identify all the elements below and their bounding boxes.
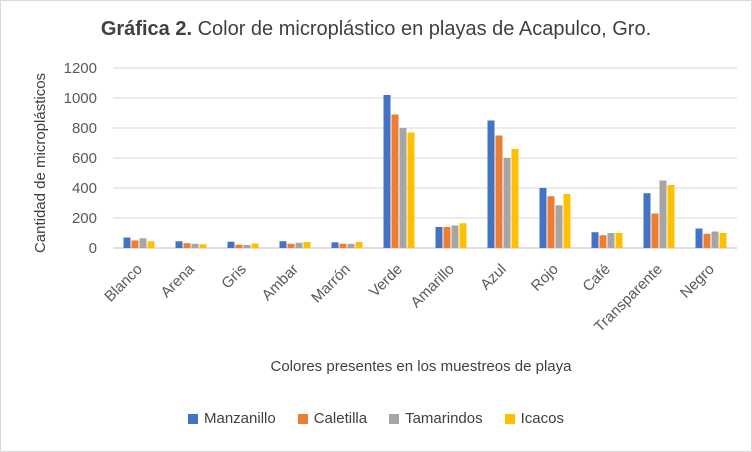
bar-icacos-10 xyxy=(667,185,675,248)
bar-caletilla-1 xyxy=(183,243,191,248)
bar-icacos-8 xyxy=(563,194,571,248)
bar-caletilla-5 xyxy=(391,114,399,248)
y-tick-label: 800 xyxy=(72,120,97,137)
bar-manzanillo-11 xyxy=(695,228,703,248)
x-axis-title: Colores presentes en los muestreos de pl… xyxy=(271,358,573,375)
y-tick-label: 400 xyxy=(72,180,97,197)
bar-tamarindos-4 xyxy=(347,243,355,248)
bar-tamarindos-6 xyxy=(451,225,459,248)
bar-tamarindos-3 xyxy=(295,242,303,248)
bar-manzanillo-5 xyxy=(383,95,391,248)
bar-icacos-0 xyxy=(147,241,155,248)
x-tick-label: Café xyxy=(579,261,613,295)
bar-tamarindos-1 xyxy=(191,243,199,248)
legend-item-tamarindos: Tamarindos xyxy=(389,410,483,427)
x-tick-label: Verde xyxy=(366,261,406,301)
legend-label: Tamarindos xyxy=(405,410,483,427)
x-tick-label: Arena xyxy=(158,260,199,301)
bar-caletilla-2 xyxy=(235,244,243,248)
bar-tamarindos-0 xyxy=(139,238,147,248)
bar-manzanillo-4 xyxy=(331,242,339,248)
chart-title-label: Gráfica 2. xyxy=(100,18,193,40)
bar-tamarindos-8 xyxy=(555,205,563,248)
y-tick-label: 600 xyxy=(72,150,97,167)
bar-manzanillo-0 xyxy=(123,237,131,248)
bar-tamarindos-10 xyxy=(659,180,667,248)
bar-caletilla-0 xyxy=(131,240,139,248)
x-tick-label: Gris xyxy=(218,261,249,292)
y-tick-label: 0 xyxy=(89,240,97,257)
bar-icacos-11 xyxy=(719,233,727,248)
bar-tamarindos-11 xyxy=(711,231,719,248)
bar-manzanillo-1 xyxy=(175,241,183,248)
legend-label: Icacos xyxy=(520,410,564,427)
bar-caletilla-3 xyxy=(287,243,295,248)
bar-caletilla-11 xyxy=(703,233,711,248)
bar-tamarindos-2 xyxy=(243,245,251,248)
bar-manzanillo-3 xyxy=(279,241,287,248)
x-axis-ticks: Blanco Arena Gris Ambar Marrón Verde Amarillo A… xyxy=(101,260,717,335)
bar-caletilla-6 xyxy=(443,227,451,248)
bar-icacos-7 xyxy=(511,149,519,248)
legend-label: Caletilla xyxy=(313,410,368,427)
gridlines xyxy=(113,67,737,249)
x-tick-label: Amarillo xyxy=(407,261,457,311)
y-tick-label: 200 xyxy=(72,210,97,227)
legend-swatch xyxy=(504,413,515,424)
bar-caletilla-4 xyxy=(339,243,347,248)
bar-tamarindos-7 xyxy=(503,158,511,248)
bar-manzanillo-6 xyxy=(435,227,443,248)
bar-caletilla-9 xyxy=(599,235,607,248)
chart-title: Gráfica 2. Color de microplástico en pla… xyxy=(0,18,752,41)
x-tick-label: Blanco xyxy=(101,261,145,305)
bars xyxy=(123,95,727,248)
x-tick-label: Ambar xyxy=(259,261,302,304)
legend-swatch xyxy=(389,413,400,424)
bar-tamarindos-5 xyxy=(399,128,407,248)
bar-caletilla-7 xyxy=(495,135,503,248)
bar-manzanillo-8 xyxy=(539,188,547,248)
x-tick-label: Rojo xyxy=(528,261,562,295)
y-axis-title: Cantidad de microplásticos xyxy=(32,73,49,253)
y-axis-ticks: 0 200 400 600 800 1000 1200 xyxy=(64,60,97,257)
bar-caletilla-10 xyxy=(651,213,659,248)
y-tick-label: 1200 xyxy=(64,60,97,77)
bar-manzanillo-10 xyxy=(643,193,651,248)
bar-manzanillo-7 xyxy=(487,120,495,248)
legend: Manzanillo Caletilla Tamarindos Icacos xyxy=(0,410,752,427)
bar-icacos-2 xyxy=(251,243,259,248)
legend-item-icacos: Icacos xyxy=(504,410,564,427)
x-tick-label: Negro xyxy=(677,261,718,302)
bar-icacos-6 xyxy=(459,223,467,248)
chart-title-text: Color de microplástico en playas de Acap… xyxy=(192,18,652,40)
legend-swatch xyxy=(188,413,198,424)
x-tick-label: Marrón xyxy=(308,261,354,307)
x-tick-label: Azul xyxy=(477,261,510,294)
legend-item-manzanillo: Manzanillo xyxy=(188,410,276,427)
y-tick-label: 1000 xyxy=(64,90,97,107)
legend-swatch xyxy=(297,413,308,424)
legend-label: Manzanillo xyxy=(204,410,276,427)
bar-icacos-4 xyxy=(355,242,363,248)
bar-caletilla-8 xyxy=(547,196,555,248)
bar-icacos-3 xyxy=(303,242,311,248)
bar-icacos-9 xyxy=(615,233,623,248)
bar-icacos-1 xyxy=(199,244,207,248)
bar-manzanillo-2 xyxy=(227,241,235,248)
bar-manzanillo-9 xyxy=(591,232,599,248)
legend-item-caletilla: Caletilla xyxy=(297,410,368,427)
bar-tamarindos-9 xyxy=(607,233,615,248)
bar-icacos-5 xyxy=(407,132,415,248)
